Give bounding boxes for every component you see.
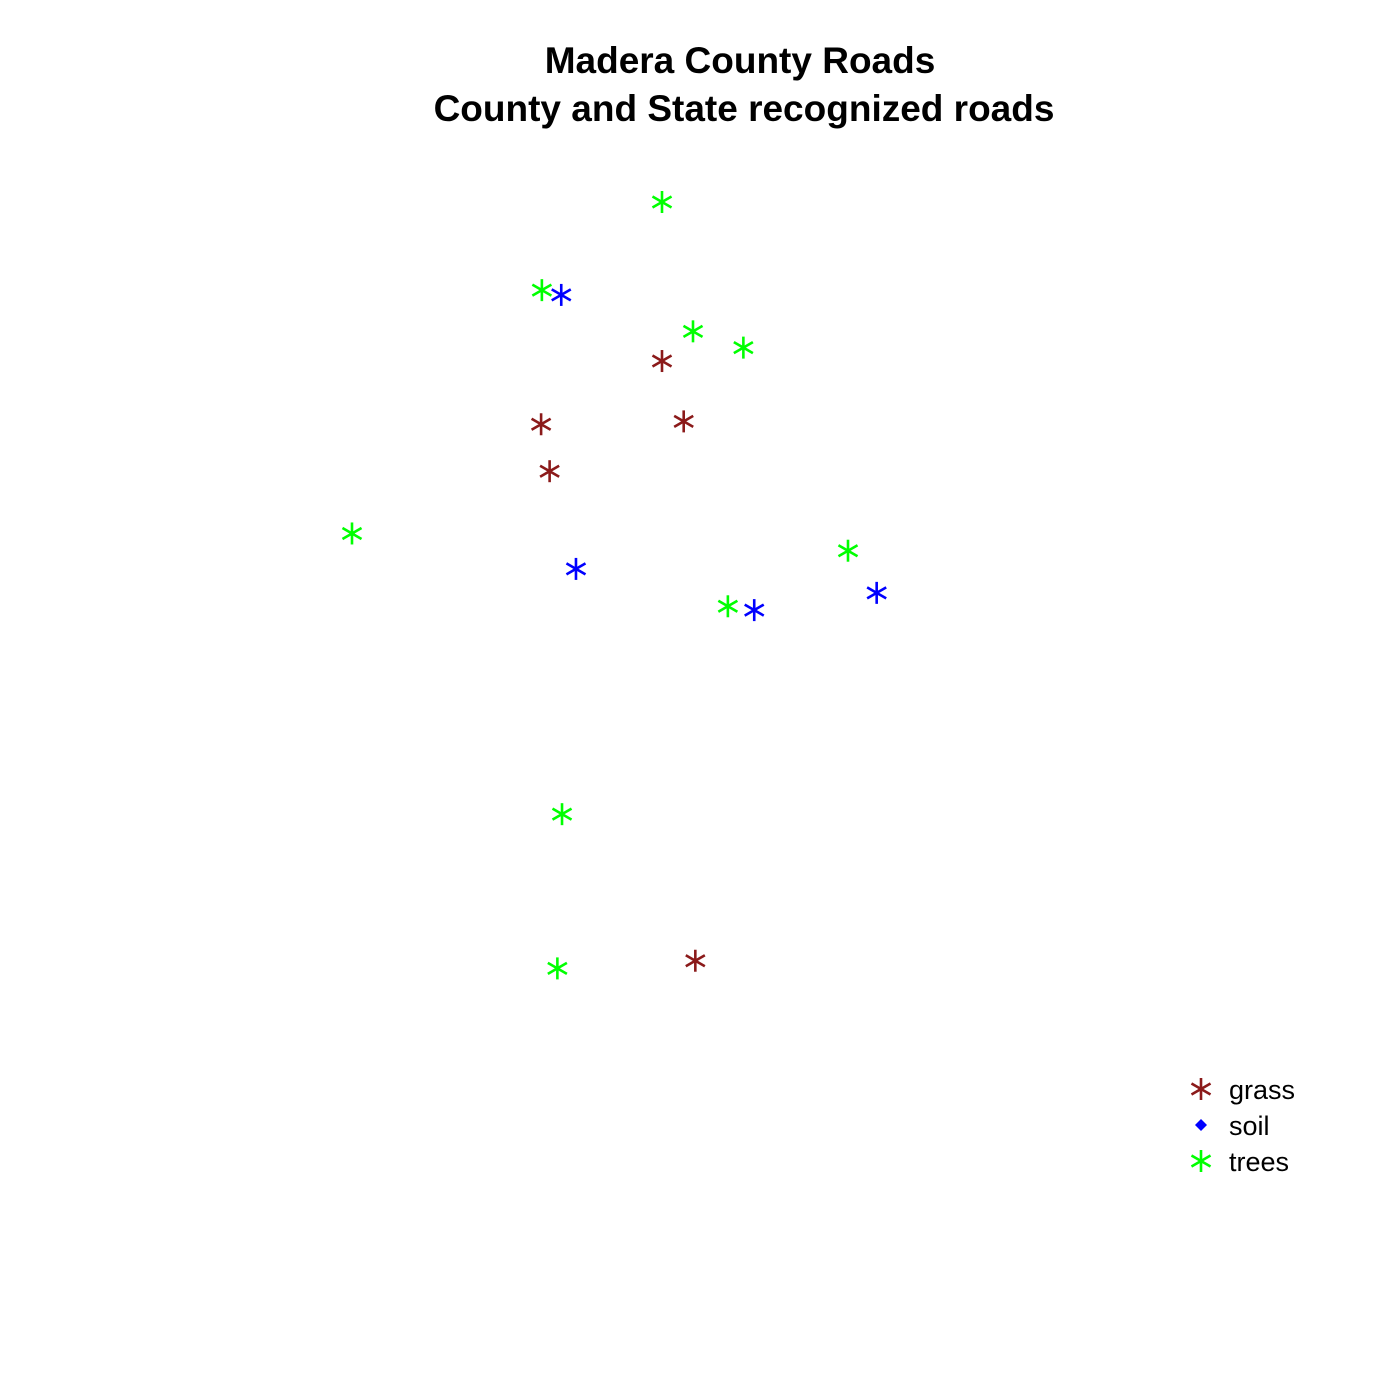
- data-point-trees-1: [651, 191, 673, 213]
- plot-area: [341, 191, 887, 980]
- data-point-grass-3: [530, 413, 552, 436]
- chart-subtitle-line: County and State recognized roads: [434, 88, 1055, 129]
- data-point-trees-9: [547, 957, 568, 980]
- data-point-grass-5: [685, 949, 706, 972]
- legend-label-trees: trees: [1229, 1147, 1289, 1177]
- data-point-soil-3: [744, 599, 765, 622]
- data-point-trees-6: [837, 539, 859, 562]
- data-point-soil-2: [565, 557, 587, 580]
- legend-marker-trees: [1190, 1150, 1212, 1172]
- data-point-soil-4: [866, 581, 887, 604]
- data-point-trees-7: [717, 595, 739, 618]
- data-point-trees-2: [531, 279, 553, 302]
- data-point-grass-2: [673, 410, 694, 433]
- data-point-trees-3: [682, 320, 704, 343]
- data-point-grass-4: [539, 460, 560, 483]
- data-point-trees-5: [341, 522, 363, 545]
- data-point-grass-1: [651, 350, 673, 373]
- chart-title-line: Madera County Roads: [545, 40, 936, 81]
- legend-marker-grass: [1190, 1078, 1212, 1100]
- legend-label-grass: grass: [1229, 1075, 1295, 1105]
- legend-marker-soil: [1195, 1119, 1207, 1131]
- data-point-soil-1: [551, 283, 572, 306]
- chart-title: Madera County Roads County and State rec…: [434, 40, 1055, 129]
- legend: grass soil trees: [1190, 1075, 1295, 1177]
- legend-label-soil: soil: [1229, 1111, 1270, 1141]
- data-point-trees-4: [733, 336, 754, 359]
- data-point-trees-8: [551, 803, 573, 826]
